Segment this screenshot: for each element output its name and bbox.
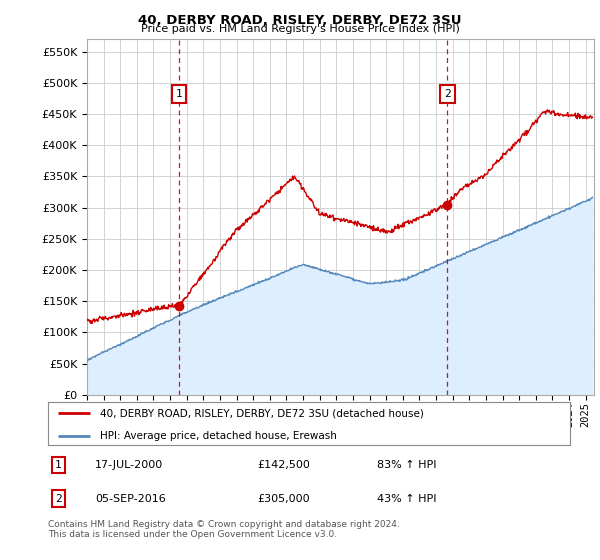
Text: 17-JUL-2000: 17-JUL-2000 xyxy=(95,460,163,470)
Text: £142,500: £142,500 xyxy=(257,460,310,470)
Text: Price paid vs. HM Land Registry's House Price Index (HPI): Price paid vs. HM Land Registry's House … xyxy=(140,24,460,34)
Text: 1: 1 xyxy=(176,89,182,99)
Text: £305,000: £305,000 xyxy=(257,493,310,503)
Text: 2: 2 xyxy=(55,493,62,503)
Text: 2: 2 xyxy=(444,89,451,99)
Text: 1: 1 xyxy=(55,460,62,470)
Text: Contains HM Land Registry data © Crown copyright and database right 2024.
This d: Contains HM Land Registry data © Crown c… xyxy=(48,520,400,539)
Text: 83% ↑ HPI: 83% ↑ HPI xyxy=(377,460,436,470)
Text: 05-SEP-2016: 05-SEP-2016 xyxy=(95,493,166,503)
Text: 40, DERBY ROAD, RISLEY, DERBY, DE72 3SU (detached house): 40, DERBY ROAD, RISLEY, DERBY, DE72 3SU … xyxy=(100,408,424,418)
Text: 43% ↑ HPI: 43% ↑ HPI xyxy=(377,493,436,503)
Text: 40, DERBY ROAD, RISLEY, DERBY, DE72 3SU: 40, DERBY ROAD, RISLEY, DERBY, DE72 3SU xyxy=(138,14,462,27)
Text: HPI: Average price, detached house, Erewash: HPI: Average price, detached house, Erew… xyxy=(100,431,337,441)
